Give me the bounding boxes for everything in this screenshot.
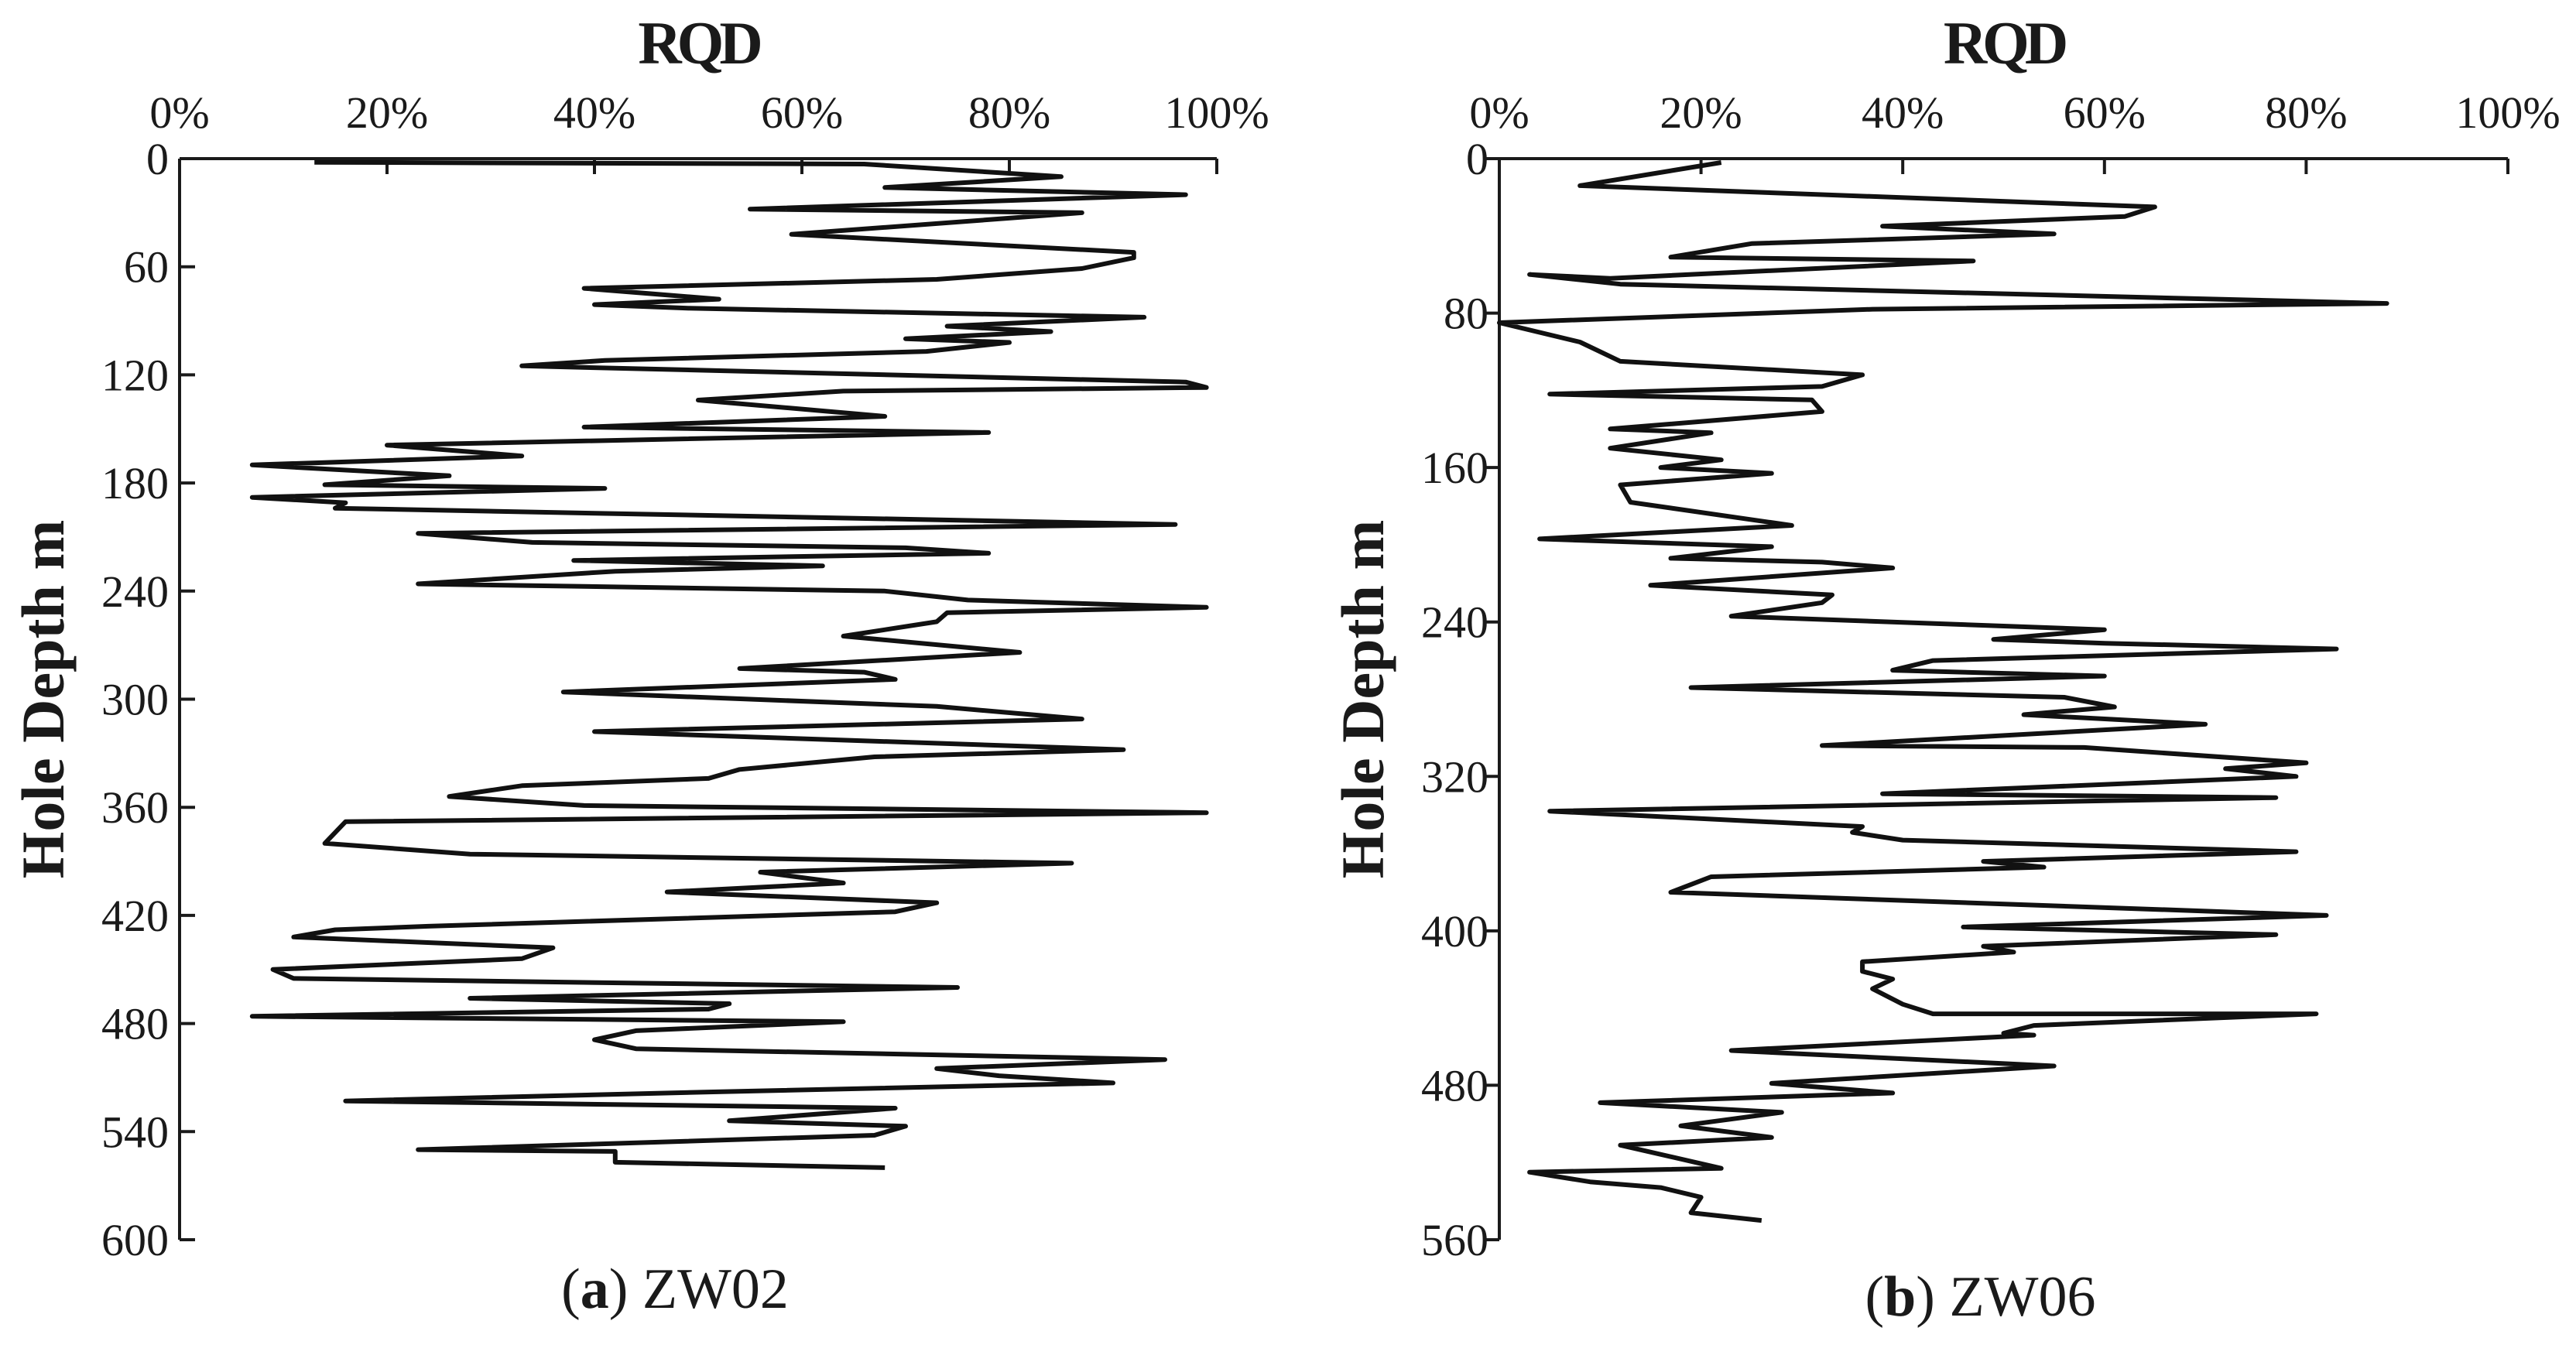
panel-caption: (a) ZW02	[561, 1258, 789, 1321]
y-tick-label: 480	[101, 999, 169, 1049]
y-tick-label: 240	[101, 566, 169, 617]
y-tick-label: 0	[146, 134, 169, 184]
panel-caption: (b) ZW06	[1865, 1265, 2095, 1329]
panel-caption-text: ZW06	[1949, 1265, 2095, 1329]
y-tick-label: 0	[1466, 134, 1488, 184]
x-tick-label: 0%	[149, 87, 209, 138]
x-tick-label: 100%	[2455, 87, 2560, 138]
x-tick-label: 80%	[2265, 87, 2347, 138]
y-tick-label: 300	[101, 675, 169, 725]
chart-panel-b: 0% 20% 40% 60% 80% 100% 0 80 160 240 320 400 480 560 R…	[1329, 9, 2561, 1329]
y-axis-title: Hole Depth m	[1329, 520, 1396, 879]
y-tick-label: 160	[1421, 443, 1488, 493]
x-tick-label: 20%	[1660, 87, 1742, 138]
x-tick-label: 100%	[1164, 87, 1269, 138]
rqd-series-line	[249, 159, 1209, 1170]
chart-panel-a: 0% 20% 40% 60% 80% 100% 0 60 120 180 240 300 360 420 4…	[9, 9, 1269, 1321]
panel-label: a	[581, 1258, 609, 1321]
x-axis-title: RQD	[1944, 9, 2066, 77]
panel-label: b	[1884, 1265, 1916, 1329]
y-tick-label: 600	[101, 1215, 169, 1265]
x-tick-label: 20%	[346, 87, 428, 138]
y-tick-label: 360	[101, 782, 169, 833]
panel-caption-text: ZW02	[642, 1258, 789, 1321]
y-tick-label: 540	[101, 1107, 169, 1157]
x-tick-label: 60%	[2064, 87, 2146, 138]
y-tick-label: 240	[1421, 597, 1488, 648]
x-tick-label: 60%	[761, 87, 843, 138]
y-tick-label: 60	[124, 242, 169, 293]
y-tick-label: 120	[101, 350, 169, 400]
x-axis-title: RQD	[638, 9, 760, 77]
x-tick-label: 40%	[1862, 87, 1944, 138]
rqd-series-line	[1497, 160, 2389, 1223]
y-tick-label: 560	[1421, 1215, 1488, 1265]
x-tick-label: 40%	[553, 87, 635, 138]
x-tick-label: 80%	[968, 87, 1050, 138]
y-tick-label: 420	[101, 891, 169, 941]
y-tick-label: 400	[1421, 906, 1488, 956]
x-tick-label: 0%	[1469, 87, 1529, 138]
y-tick-label: 180	[101, 458, 169, 508]
y-tick-label: 480	[1421, 1060, 1488, 1110]
y-tick-label: 320	[1421, 751, 1488, 802]
y-axis-title: Hole Depth m	[9, 520, 77, 879]
y-tick-label: 80	[1444, 289, 1488, 339]
